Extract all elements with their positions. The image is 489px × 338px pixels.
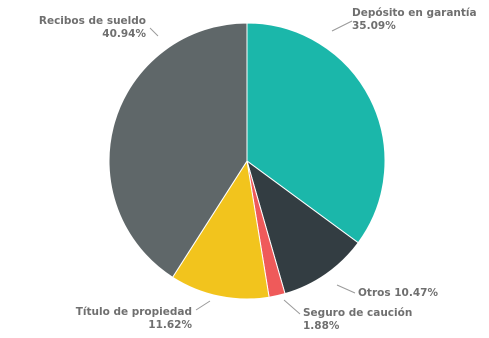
slice-value-titulo-de-propiedad: 11.62%	[148, 319, 192, 331]
slice-label-titulo-de-propiedad: Título de propiedad	[76, 306, 192, 318]
slice-value-recibos-de-sueldo: 40.94%	[102, 28, 146, 40]
pie-slice-recibos-de-sueldo	[108, 22, 248, 278]
slice-value-otros: 10.47%	[394, 287, 438, 299]
slice-label-seguro-de-caucion: Seguro de caución	[303, 307, 412, 319]
leader-lines	[149, 20, 356, 315]
slice-label-deposito-en-garantia: Depósito en garantía	[352, 7, 477, 19]
pie-slice-otros	[246, 159, 359, 295]
leader-line-recibos-de-sueldo	[149, 27, 159, 37]
slice-label-otros: Otros 10.47%	[358, 287, 438, 299]
pie-slice-deposito-en-garantia	[246, 22, 386, 244]
slice-value-seguro-de-caucion: 1.88%	[303, 320, 340, 332]
pie-slice-titulo-de-propiedad	[171, 159, 270, 300]
leader-line-otros	[336, 284, 356, 294]
slice-value-deposito-en-garantia: 35.09%	[352, 20, 396, 32]
leader-line-deposito-en-garantia	[331, 20, 353, 32]
leader-line-seguro-de-caucion	[283, 299, 301, 315]
slice-label-text-otros: Otros	[358, 287, 394, 299]
leader-line-titulo-de-propiedad	[195, 300, 211, 311]
pie-slices	[108, 22, 386, 300]
slice-label-recibos-de-sueldo: Recibos de sueldo	[39, 15, 146, 27]
